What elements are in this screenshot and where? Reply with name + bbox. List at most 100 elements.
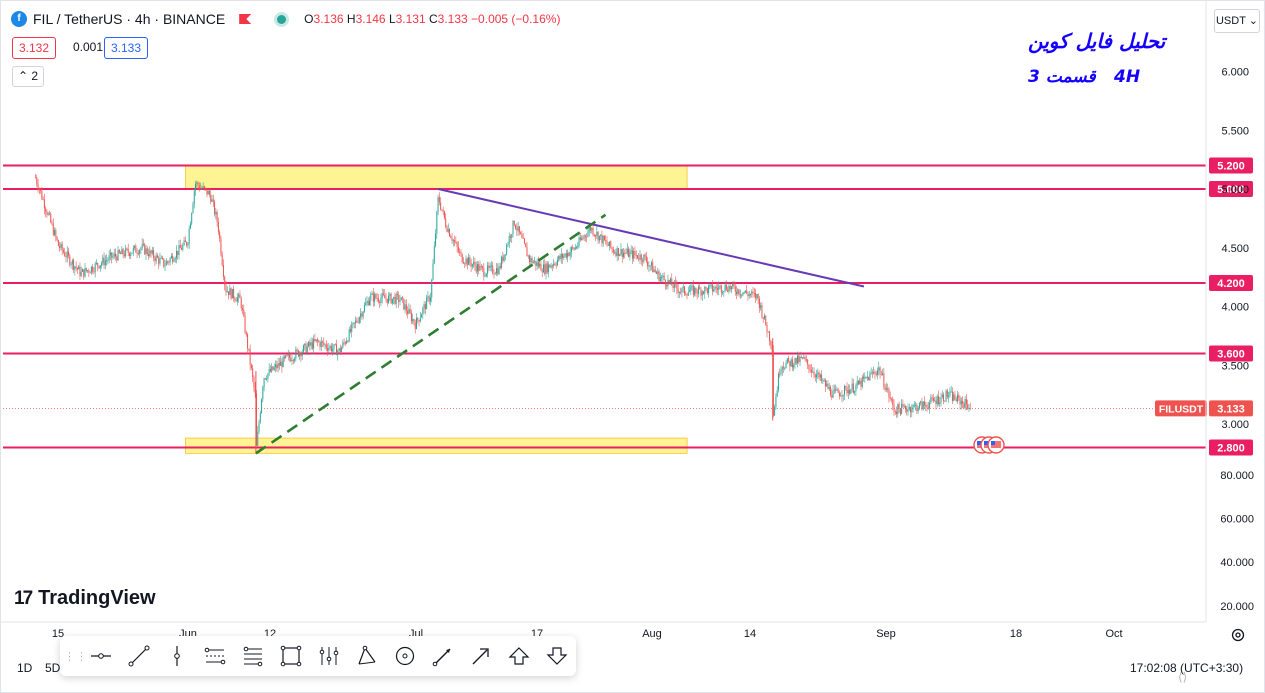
candle-body [220, 238, 222, 255]
zones-layer [185, 165, 688, 454]
candle-body [384, 294, 386, 299]
trend-line-icon[interactable] [120, 640, 158, 672]
event-flags [973, 436, 1005, 454]
candle-body [802, 357, 804, 359]
candle-body [786, 358, 788, 363]
candle-body [661, 276, 663, 278]
candle-body [43, 199, 45, 209]
candle-body [596, 231, 598, 236]
candle-body [780, 369, 782, 374]
candle-body [680, 292, 682, 294]
candle-body [248, 348, 250, 350]
fib-retracement-icon[interactable] [234, 640, 272, 672]
drawing-toolbar[interactable]: ⋮⋮ [60, 636, 576, 676]
candle-body [221, 254, 223, 266]
indicators-collapse-button[interactable]: ⌃ 2 [12, 66, 44, 87]
indicator-count: 2 [31, 69, 39, 83]
candle-body [700, 288, 702, 296]
candle-body [657, 271, 659, 274]
candle-body [620, 249, 622, 255]
resize-handle-icon[interactable]: ⟨⟩ [1178, 670, 1188, 684]
candle-body [747, 293, 749, 296]
candle-body [42, 199, 44, 201]
settings-gear-icon[interactable] [1230, 627, 1246, 648]
candle-body [543, 264, 544, 273]
candle-body [247, 334, 249, 349]
candle-body [856, 380, 858, 386]
candle-body [134, 245, 136, 248]
symbol-header[interactable]: f FIL / TetherUS · 4h · BINANCE O3.136 H… [11, 11, 560, 27]
candle-body [803, 357, 805, 359]
triangle-icon[interactable] [348, 640, 386, 672]
tradingview-logo[interactable]: 17 TradingView [14, 587, 156, 610]
candle-body [559, 255, 561, 259]
candle-body [915, 404, 917, 406]
candle-body [918, 403, 920, 409]
candle-body [104, 260, 106, 266]
candle-body [732, 283, 734, 287]
candle-body [163, 258, 165, 267]
fil-coin-icon: f [11, 11, 27, 27]
candle-body [216, 211, 218, 223]
time-tick-label: 14 [744, 628, 756, 640]
candle-body [723, 290, 725, 293]
candle-body [503, 254, 505, 261]
candle-body [832, 390, 834, 398]
horizontal-ray-icon[interactable] [82, 640, 120, 672]
drag-handle-icon[interactable]: ⋮⋮ [64, 650, 88, 663]
timeframe-5d-button[interactable]: 5D [45, 661, 61, 675]
candle-body [200, 187, 202, 189]
candle-body [457, 246, 459, 252]
brush-icon[interactable] [424, 640, 462, 672]
candle-body [47, 213, 49, 215]
sell-button[interactable]: 3.132 [12, 37, 57, 59]
candle-body [360, 313, 362, 318]
rectangle-icon[interactable] [272, 640, 310, 672]
candle-body [896, 411, 898, 415]
candle-body [927, 407, 929, 409]
circle-icon[interactable] [386, 640, 424, 672]
arrow-up-icon[interactable] [500, 640, 538, 672]
candle-body [766, 325, 768, 332]
pitchfork-icon[interactable] [310, 640, 348, 672]
candle-body [501, 256, 503, 268]
timeframe-1d-button[interactable]: 1D [17, 661, 33, 675]
clock-timezone[interactable]: 17:02:08 (UTC+3:30) [1130, 661, 1244, 675]
candle-body [757, 294, 759, 299]
level-price-label: 2.800 [1217, 443, 1245, 455]
candle-body [201, 187, 203, 189]
currency-select[interactable]: USDT ⌄ [1214, 9, 1260, 33]
candle-body [272, 366, 274, 370]
annotation-title[interactable]: تحلیل فایل کوین [1028, 29, 1166, 53]
arrow-icon[interactable] [462, 640, 500, 672]
price-tick-label: 3.000 [1221, 419, 1249, 431]
annotation-timeframe[interactable]: 4H [1114, 67, 1141, 87]
candle-body [429, 297, 431, 302]
candle-body [106, 260, 108, 262]
candle-body [464, 263, 466, 265]
candle-body [691, 285, 693, 287]
candle-body [598, 235, 600, 241]
candle-body [167, 261, 169, 263]
candle-body [126, 248, 128, 250]
candle-body [866, 376, 868, 378]
candle-body [38, 189, 40, 191]
candle-body [231, 288, 233, 299]
candle-body [159, 258, 161, 264]
annotation-part[interactable]: قسمت 3 [1028, 67, 1096, 87]
candle-body [125, 248, 127, 256]
buy-button[interactable]: 3.133 [104, 37, 149, 59]
candle-body [382, 293, 384, 295]
candle-body [937, 396, 939, 405]
candle-body [450, 236, 452, 239]
candle-body [591, 228, 593, 231]
vertical-line-icon[interactable] [158, 640, 196, 672]
candles-layer [35, 173, 971, 454]
flag-icon[interactable] [239, 14, 252, 24]
parallel-channel-icon[interactable] [196, 640, 234, 672]
candle-body [409, 308, 411, 313]
candle-body [264, 378, 266, 380]
arrow-down-icon[interactable] [538, 640, 576, 672]
symbol-title[interactable]: FIL / TetherUS · 4h · BINANCE [33, 11, 226, 27]
